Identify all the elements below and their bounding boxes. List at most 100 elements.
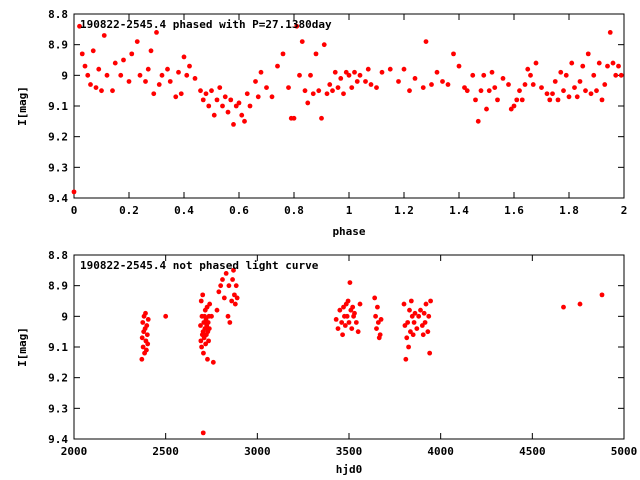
data-point — [156, 82, 162, 87]
data-point — [198, 88, 203, 94]
data-point — [233, 103, 239, 109]
data-point — [426, 313, 432, 319]
data-point — [236, 100, 242, 106]
data-point — [104, 72, 110, 78]
data-point — [418, 307, 423, 313]
x-tick-label: 1.6 — [504, 204, 524, 217]
y-axis-title: I[mag] — [16, 86, 29, 126]
x-tick-label: 1 — [346, 204, 353, 217]
y-tick-label: 8.9 — [48, 280, 68, 293]
data-point — [514, 97, 520, 103]
data-point — [561, 304, 566, 310]
data-point — [373, 313, 378, 319]
data-point — [291, 115, 297, 121]
data-point — [462, 85, 467, 90]
data-point — [140, 320, 146, 325]
data-point — [409, 313, 415, 319]
x-tick-label: 1.4 — [449, 204, 469, 217]
data-point — [101, 33, 107, 38]
y-tick-label: 8.8 — [48, 249, 68, 262]
data-point — [407, 88, 412, 94]
data-point — [143, 310, 148, 316]
data-point — [372, 295, 378, 301]
data-point — [294, 23, 300, 29]
y-tick-label: 9.1 — [48, 341, 68, 354]
data-point — [555, 97, 561, 103]
unphased-plot: 2000 2500 3000 3500 4000 4500 5000 8.8 8.9 9 9.1 9.… — [16, 249, 637, 476]
data-point — [203, 91, 209, 97]
data-point — [319, 115, 324, 121]
data-point — [93, 85, 99, 90]
data-point — [577, 301, 583, 307]
data-point — [607, 30, 613, 35]
data-point — [484, 106, 489, 112]
y-tick-label: 9.2 — [48, 372, 68, 385]
data-point — [332, 69, 338, 75]
x-tick-label: 0.8 — [284, 204, 304, 217]
data-point — [525, 66, 531, 72]
data-point — [126, 79, 132, 84]
data-point — [572, 85, 577, 90]
x-tick-label: 2000 — [61, 445, 88, 458]
data-point — [90, 48, 96, 54]
data-point — [408, 298, 414, 304]
data-point — [422, 320, 428, 325]
data-point — [352, 310, 357, 316]
data-point — [297, 72, 302, 78]
data-point — [451, 51, 456, 57]
data-point — [420, 85, 426, 90]
data-point — [163, 313, 169, 319]
data-point — [167, 79, 173, 84]
data-point — [99, 88, 104, 94]
data-point — [286, 85, 291, 90]
data-point — [403, 356, 409, 362]
data-point — [310, 91, 316, 97]
data-point — [305, 100, 311, 106]
data-point — [492, 85, 498, 90]
data-point — [77, 23, 82, 29]
x-tick-label: 5000 — [611, 445, 638, 458]
data-point — [165, 66, 170, 72]
data-point — [411, 320, 417, 325]
data-point — [302, 88, 308, 94]
y-tick-label: 9.4 — [48, 433, 68, 446]
data-point — [340, 332, 345, 338]
data-point — [203, 341, 209, 347]
data-point — [368, 82, 374, 87]
data-point — [330, 88, 335, 94]
data-point — [110, 88, 115, 94]
data-point — [401, 301, 407, 307]
y-tick-label: 9.2 — [48, 131, 68, 144]
data-point — [613, 72, 619, 78]
data-point — [434, 69, 440, 75]
data-point — [269, 94, 275, 100]
data-point — [209, 88, 214, 94]
data-point — [327, 82, 333, 87]
x-tick-label: 4500 — [519, 445, 546, 458]
data-point — [339, 320, 345, 325]
data-point — [129, 51, 135, 57]
data-point — [421, 310, 427, 316]
data-point — [429, 82, 434, 87]
data-point — [225, 109, 231, 115]
data-point — [374, 326, 379, 331]
data-point — [338, 76, 344, 81]
data-point — [408, 329, 413, 335]
data-point — [134, 39, 140, 44]
data-point — [154, 30, 159, 35]
data-point — [378, 317, 384, 322]
data-point — [583, 88, 588, 94]
data-point — [220, 277, 225, 282]
data-point — [143, 79, 148, 84]
data-point — [239, 112, 245, 118]
data-point — [456, 63, 462, 69]
data-point — [244, 91, 250, 97]
data-point — [228, 97, 234, 103]
data-point — [405, 320, 411, 325]
data-point — [363, 79, 368, 84]
data-point — [412, 76, 418, 81]
data-point — [139, 335, 145, 341]
data-point — [226, 283, 232, 289]
data-point — [222, 94, 228, 100]
data-point — [337, 307, 343, 313]
